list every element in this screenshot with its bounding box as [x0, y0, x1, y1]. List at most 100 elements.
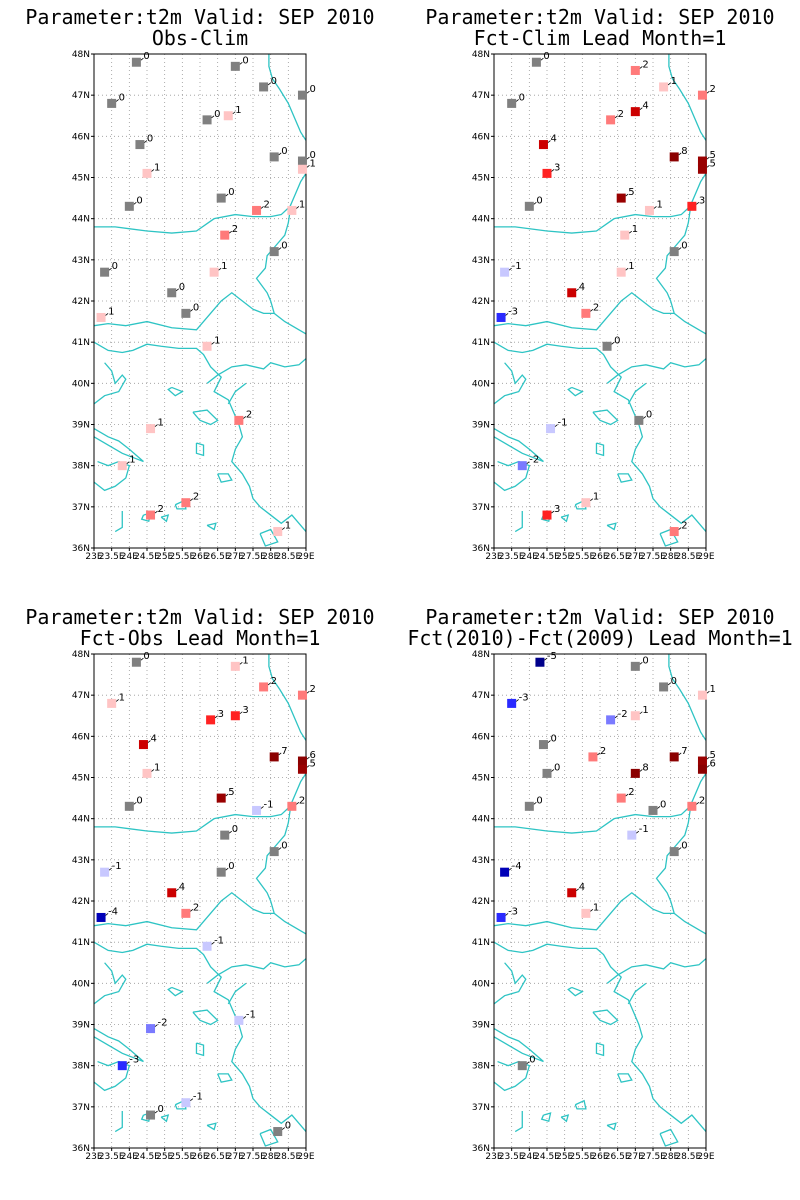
station-leader [678, 152, 682, 156]
station-marker [697, 164, 707, 174]
station-leader [133, 802, 137, 805]
station-marker [146, 510, 156, 520]
coastline [195, 1042, 205, 1057]
station-leader [218, 267, 222, 271]
station-leader [614, 715, 618, 719]
station-value-label: 2 [193, 492, 199, 503]
coastline [93, 362, 127, 405]
lon-tick-label: 24.5E [534, 552, 560, 562]
station-marker [181, 498, 191, 508]
station-leader [544, 657, 548, 661]
coastline [93, 291, 275, 331]
coastline [655, 810, 707, 935]
station-leader [267, 682, 271, 686]
station-marker [581, 498, 591, 508]
station-value-label: 8 [681, 146, 687, 157]
lat-tick-label: 39N [72, 421, 90, 431]
station-value-label: 0 [271, 76, 277, 87]
station-value-label: 0 [214, 109, 220, 120]
station-marker [181, 308, 191, 318]
lon-tick-label: 24.5E [134, 1152, 160, 1162]
station-leader [228, 230, 232, 234]
station-value-label: 6 [709, 758, 715, 769]
station-leader [260, 806, 264, 809]
lon-tick-label: 25E [556, 1152, 573, 1162]
map-panel-fct-obs: Parameter:t2m Valid: SEP 2010 Fct-Obs Le… [0, 600, 400, 1200]
coastline [567, 986, 584, 997]
station-marker [252, 205, 262, 215]
station-value-label: -4 [108, 906, 118, 917]
station-marker [630, 711, 640, 721]
lat-tick-label: 44N [72, 215, 90, 225]
station-leader [190, 1098, 194, 1102]
station-value-label: 4 [579, 282, 585, 293]
lat-tick-label: 37N [472, 503, 490, 513]
coastline [192, 409, 219, 426]
coastline [206, 958, 307, 984]
station-leader [225, 867, 229, 871]
coastline [114, 1110, 123, 1133]
station-marker [546, 424, 556, 434]
station-leader [639, 662, 643, 665]
station-value-label: 1 [221, 261, 227, 272]
coastline [195, 442, 205, 457]
lat-tick-label: 41N [472, 938, 490, 948]
station-value-label: 0 [309, 150, 315, 161]
coastline [493, 460, 531, 492]
station-marker [131, 657, 141, 667]
station-leader [547, 140, 551, 143]
lon-tick-label: 27E [227, 552, 244, 562]
station-marker [627, 830, 637, 840]
station-value-label: -3 [508, 906, 518, 917]
station-value-label: 0 [143, 51, 149, 62]
lat-tick-label: 40N [72, 979, 90, 989]
lon-tick-label: 24E [121, 552, 138, 562]
station-leader [211, 941, 215, 945]
lon-tick-label: 29E [297, 552, 314, 562]
station-leader [678, 247, 682, 250]
station-marker [620, 230, 630, 240]
lat-tick-label: 44N [72, 815, 90, 825]
station-leader [239, 62, 243, 65]
station-leader [115, 699, 119, 702]
station-marker [96, 312, 106, 322]
coastline [93, 1028, 144, 1063]
map-canvas: 36N 37N 38N 39N 40N 41N 42N 43N 44N 45N 46N 47N 48N 2… [72, 50, 316, 562]
lat-tick-label: 47N [472, 91, 490, 101]
station-marker [167, 888, 177, 898]
lat-tick-label: 36N [472, 544, 490, 554]
station-marker [507, 98, 517, 108]
station-marker [542, 768, 552, 778]
coastline [595, 1042, 605, 1057]
map-panel-fct-diff: Parameter:t2m Valid: SEP 2010 Fct(2010)-… [400, 600, 800, 1200]
station-value-label: 0 [228, 187, 234, 198]
station-leader [225, 793, 229, 797]
coastline [494, 773, 707, 834]
station-marker [269, 847, 279, 857]
station-value-label: -1 [246, 1009, 256, 1020]
coastline [493, 962, 527, 1005]
station-leader [706, 764, 710, 768]
lat-tick-label: 39N [472, 1021, 490, 1031]
lon-tick-label: 23.5E [99, 1152, 125, 1162]
lat-tick-label: 47N [72, 691, 90, 701]
station-value-label: 0 [550, 734, 556, 745]
station-marker [96, 912, 106, 922]
coastline [93, 891, 275, 931]
coastline [668, 54, 707, 141]
station-marker [107, 698, 117, 708]
station-value-label: 1 [593, 902, 599, 913]
station-value-label: 4 [579, 882, 585, 893]
station-value-label: 4 [150, 734, 156, 745]
station-marker [524, 201, 534, 211]
station-marker [297, 756, 307, 766]
lon-tick-label: 24E [521, 1152, 538, 1162]
coastline [93, 341, 307, 532]
station-marker [287, 205, 297, 215]
station-value-label: 7 [681, 746, 687, 757]
station-leader [278, 152, 282, 156]
station-leader [639, 711, 643, 715]
station-leader [551, 169, 555, 172]
station-marker [669, 527, 679, 537]
station-value-label: 0 [543, 51, 549, 62]
